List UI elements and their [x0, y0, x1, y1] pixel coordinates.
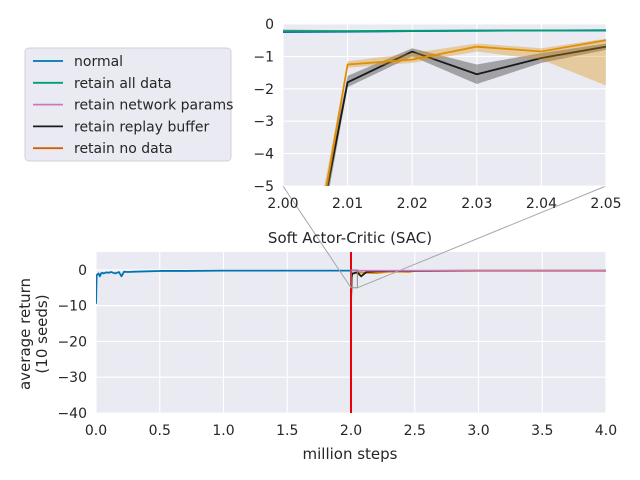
- main-y-tick-label: 0: [78, 263, 87, 279]
- main-x-tick-label: 1.5: [276, 423, 298, 439]
- zoom-region-box: [350, 269, 358, 289]
- x-axis-label: million steps: [303, 445, 398, 463]
- main-x-tick-label: 0.0: [85, 423, 107, 439]
- legend-label: retain all data: [74, 76, 172, 92]
- inset-y-tick-label: −3: [253, 114, 274, 130]
- y-axis-label-line2: (10 seeds): [33, 294, 51, 373]
- main-x-tick-label: 3.5: [531, 423, 553, 439]
- legend-label: retain network params: [74, 98, 233, 114]
- inset-line-retain-replay-buffer: [326, 45, 606, 186]
- legend: normal retain all data retain network para…: [24, 47, 233, 162]
- zoom-connector-left: [282, 185, 352, 289]
- y-axis-label-line1: average return: [16, 278, 34, 390]
- inset-y-tick-label: −2: [253, 82, 274, 98]
- inset-line-retain-all-data: [283, 29, 606, 33]
- main-line-normal: [96, 269, 351, 304]
- inset-x-tick-label: 2.03: [461, 196, 492, 212]
- legend-label: normal: [74, 54, 123, 70]
- inset-x-tick-label: 2.01: [332, 196, 363, 212]
- inset-x-tick-label: 2.04: [526, 196, 557, 212]
- inset-band-retain-replay-buffer: [325, 43, 606, 186]
- inset-x-tick-label: 2.00: [267, 196, 298, 212]
- main-x-tick-label: 0.5: [149, 423, 171, 439]
- inset-chart: 2.00 2.01 2.02 2.03 2.04 2.05 0 −1 −2 −3 −4 −5: [253, 17, 621, 212]
- main-y-tick-label: −40: [57, 406, 87, 422]
- inset-x-tick-label: 2.02: [397, 196, 428, 212]
- inset-y-tick-label: −4: [253, 147, 274, 163]
- main-x-tick-label: 1.0: [212, 423, 234, 439]
- inset-y-tick-label: 0: [265, 17, 274, 33]
- main-y-tick-label: −10: [57, 299, 87, 315]
- main-chart: 0.0 0.5 1.0 1.5 2.0 2.5 3.0 3.5 4.0 0 −10 −20 −30 −40: [57, 252, 617, 439]
- main-x-tick-label: 3.0: [467, 423, 489, 439]
- inset-y-tick-label: −1: [253, 49, 274, 65]
- zoom-connector-right: [357, 185, 607, 289]
- legend-frame: [24, 47, 232, 162]
- main-y-tick-label: −20: [57, 334, 87, 350]
- inset-band-retain-no-data: [324, 38, 606, 186]
- inset-line-retain-no-data: [325, 39, 606, 186]
- inset-plot-area: [283, 24, 606, 186]
- main-x-tick-label: 2.0: [340, 423, 362, 439]
- main-x-tick-label: 4.0: [595, 423, 617, 439]
- zoom-connector-lines: [282, 185, 607, 289]
- main-y-tick-label: −30: [57, 370, 87, 386]
- chart-title: Soft Actor-Critic (SAC): [268, 229, 432, 247]
- inset-y-tick-label: −5: [253, 179, 274, 195]
- main-x-tick-label: 2.5: [404, 423, 426, 439]
- inset-x-tick-label: 2.05: [590, 196, 621, 212]
- legend-label: retain replay buffer: [74, 119, 210, 135]
- legend-label: retain no data: [74, 141, 173, 157]
